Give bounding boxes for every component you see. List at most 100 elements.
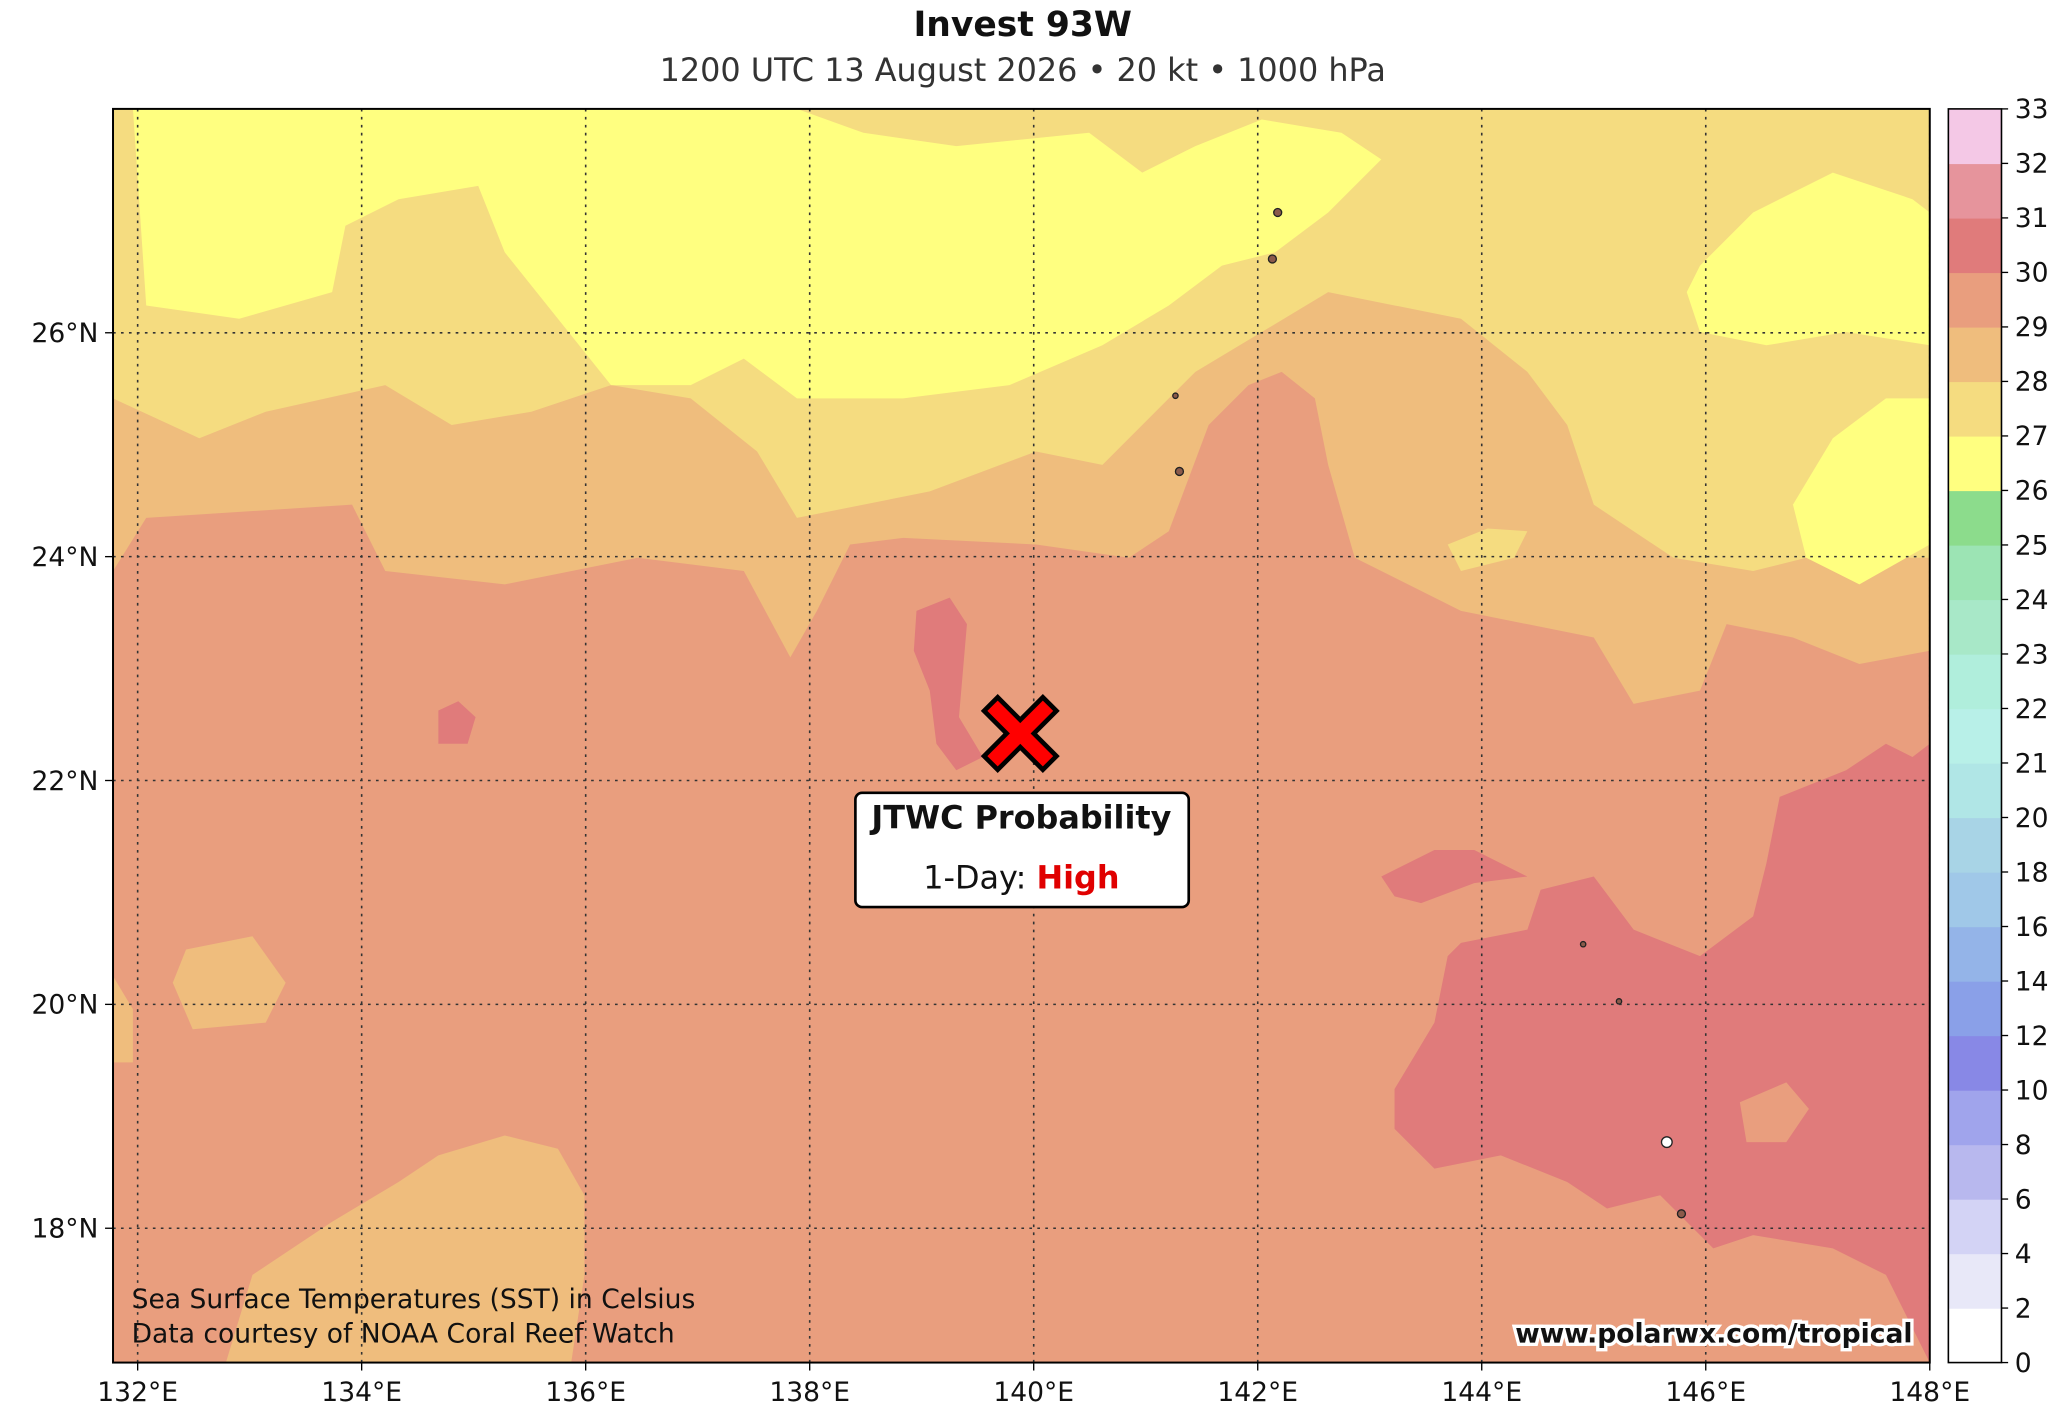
x-tick-label: 136°E	[545, 1377, 626, 1408]
annotation-label: 1-Day:	[923, 858, 1026, 896]
colorbar-bin	[1948, 1144, 2002, 1200]
colorbar-bin	[1948, 381, 2002, 437]
x-tick-label: 144°E	[1441, 1377, 1522, 1408]
colorbar-bin	[1948, 1308, 2002, 1364]
sst-region	[132, 108, 1382, 399]
sst-region	[913, 597, 983, 771]
x-tick-label: 148°E	[1889, 1377, 1970, 1408]
sst-field	[113, 108, 1930, 1363]
island	[1172, 392, 1179, 400]
annotation-frame	[854, 791, 1191, 909]
colorbar-bin	[1948, 544, 2002, 601]
sst-region	[438, 701, 476, 744]
colorbar-bin	[1948, 762, 2002, 819]
colorbar-label: 4	[2015, 1239, 2032, 1270]
sst-region	[113, 976, 133, 1063]
colorbar-bin	[1948, 653, 2002, 710]
colorbar-label: 16	[2015, 912, 2049, 943]
colorbar-label: 0	[2015, 1348, 2032, 1379]
x-tick-label: 134°E	[321, 1377, 402, 1408]
x-tick-label: 138°E	[769, 1377, 850, 1408]
colorbar-label: 20	[2015, 803, 2049, 834]
colorbar-frame	[1947, 108, 2003, 1364]
colorbar-label: 26	[2015, 476, 2049, 507]
map-frame	[112, 107, 1931, 1364]
sst-region	[1394, 743, 1930, 1363]
colorbar-label: 6	[2015, 1184, 2032, 1215]
colorbar-label: 10	[2015, 1075, 2049, 1106]
annotation-box: JTWC Probability 1-Day: High	[854, 791, 1191, 909]
colorbar-bin	[1948, 326, 2002, 383]
colorbar-label: 28	[2015, 367, 2049, 398]
colorbar-bin	[1948, 435, 2002, 492]
graticule	[113, 108, 1930, 1363]
colorbar-bin	[1948, 108, 2002, 165]
colorbar-bin	[1948, 599, 2002, 655]
colorbar-label: 21	[2015, 748, 2049, 779]
colorbar-label: 2	[2015, 1293, 2032, 1324]
colorbar-bin	[1948, 817, 2002, 873]
colorbar-label: 31	[2015, 203, 2049, 234]
colorbar-bin	[1948, 1090, 2002, 1146]
storm-marker	[980, 694, 1060, 773]
y-tick-label: 18°N	[31, 1214, 98, 1245]
colorbar-bin	[1948, 217, 2002, 274]
island	[1267, 254, 1278, 264]
annotation-title: JTWC Probability	[869, 799, 1171, 837]
colorbar-bin	[1948, 981, 2002, 1037]
colorbar-label: 32	[2015, 149, 2049, 180]
y-tick-label: 24°N	[31, 542, 98, 573]
island	[1660, 1136, 1673, 1149]
note: Sea Surface Temperatures (SST) in Celsiu…	[132, 1284, 696, 1315]
island	[1615, 998, 1623, 1005]
y-tick-label: 20°N	[31, 990, 98, 1021]
y-tick-label: 26°N	[31, 318, 98, 349]
island	[1273, 207, 1283, 218]
colorbar-label: 33	[2015, 94, 2049, 125]
sst-region	[1381, 849, 1528, 904]
colorbar-label: 24	[2015, 585, 2049, 616]
sst-region	[225, 1135, 585, 1363]
x-tick-label: 140°E	[993, 1377, 1074, 1408]
island	[1676, 1209, 1687, 1219]
colorbar-label: 22	[2015, 694, 2049, 725]
subtitle: 1200 UTC 13 August 2026 • 20 kt • 1000 h…	[660, 51, 1386, 89]
sst-region	[1686, 172, 1930, 346]
colorbar-bin	[1948, 1035, 2002, 1091]
colorbar-label: 25	[2015, 530, 2049, 561]
watermark: www.polarwx.com/tropical	[1515, 1319, 1912, 1350]
colorbar-bin	[1948, 163, 2002, 219]
y-tick-label: 22°N	[31, 766, 98, 797]
colorbar: 0246810121416182021222324252627282930313…	[1947, 94, 2049, 1379]
axis-ticks: 132°E 134°E 136°E 138°E 140°E 142°E 144°E 146°E…	[31, 318, 1970, 1408]
colorbar-bin	[1948, 490, 2002, 546]
annotation-line: 1-Day: High	[923, 858, 1119, 896]
storm-marker-group	[980, 694, 1060, 773]
colorbar-bin	[1948, 272, 2002, 328]
colorbar-bin	[1948, 1253, 2002, 1309]
island	[1579, 940, 1587, 948]
sst-region	[1739, 1082, 1809, 1143]
colorbar-label: 8	[2015, 1130, 2032, 1161]
colorbar-label: 30	[2015, 258, 2049, 289]
x-tick-label: 132°E	[97, 1377, 178, 1408]
note: Data courtesy of NOAA Coral Reef Watch	[132, 1319, 675, 1350]
colorbar-bin	[1948, 708, 2002, 764]
sst-region	[1447, 528, 1528, 572]
title: Invest 93W	[913, 5, 1132, 45]
colorbar-label: 27	[2015, 421, 2049, 452]
colorbar-label: 23	[2015, 639, 2049, 670]
colorbar-bin	[1948, 926, 2002, 982]
colorbar-bin	[1948, 1199, 2002, 1255]
island	[1174, 466, 1185, 477]
colorbar-label: 18	[2015, 857, 2049, 888]
colorbar-label: 12	[2015, 1021, 2049, 1052]
colorbar-label: 14	[2015, 966, 2049, 997]
x-tick-label: 146°E	[1665, 1377, 1746, 1408]
sst-region	[172, 936, 286, 1030]
colorbar-label: 29	[2015, 312, 2049, 343]
annotation-value: High	[1036, 858, 1119, 896]
sst-region	[1792, 398, 1930, 585]
